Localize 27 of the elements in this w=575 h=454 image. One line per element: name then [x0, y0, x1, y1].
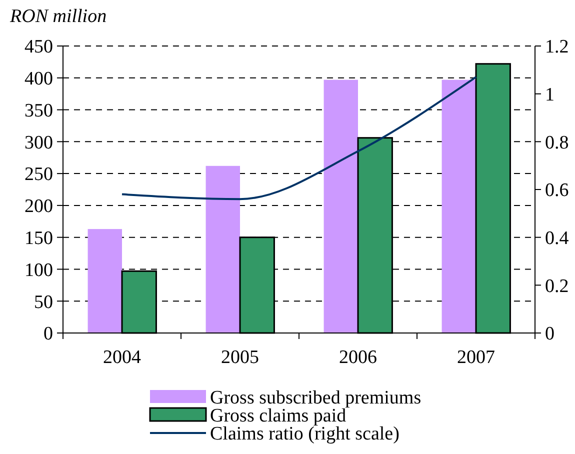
x-tick-label: 2004 — [103, 347, 142, 368]
y2-tick-label: 0.8 — [545, 132, 569, 154]
y2-tick-label: 0.2 — [545, 276, 569, 297]
y-tick-label: 450 — [24, 36, 53, 58]
y2-tick-label: 0.4 — [545, 228, 570, 249]
bar — [88, 229, 122, 333]
bar — [206, 166, 240, 333]
bar — [324, 80, 358, 333]
y-tick-label: 350 — [24, 100, 53, 122]
y2-tick-label: 0.6 — [545, 180, 569, 202]
x-tick-label: 2007 — [457, 347, 495, 368]
y-axis-title: RON million — [9, 6, 107, 27]
x-tick-label: 2006 — [339, 347, 377, 368]
y-tick-label: 150 — [24, 228, 53, 249]
y-tick-label: 400 — [24, 68, 53, 90]
y-tick-label: 50 — [34, 292, 53, 313]
y-tick-label: 250 — [24, 164, 53, 186]
y-tick-label: 100 — [24, 260, 53, 281]
bar — [442, 80, 476, 333]
y-tick-label: 200 — [24, 196, 53, 218]
line-series — [121, 76, 477, 200]
y2-tick-label: 1 — [545, 84, 554, 106]
y2-tick-label: 1.2 — [545, 36, 569, 58]
y-tick-label: 300 — [24, 132, 53, 154]
y2-tick-label: 0 — [545, 324, 554, 345]
y-tick-label: 0 — [44, 324, 53, 345]
x-tick-label: 2005 — [221, 347, 259, 368]
